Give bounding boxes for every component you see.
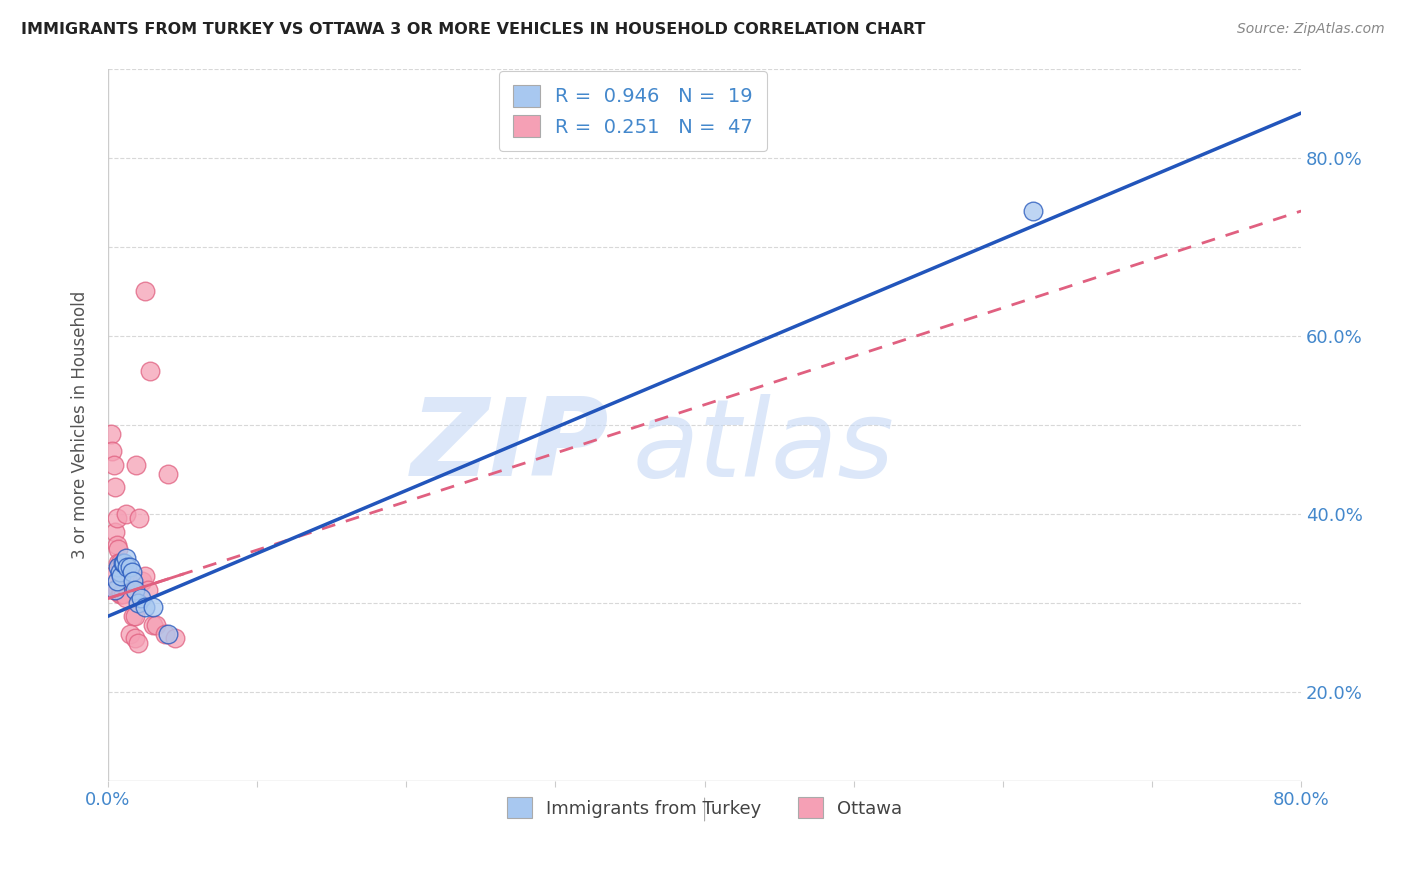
Text: IMMIGRANTS FROM TURKEY VS OTTAWA 3 OR MORE VEHICLES IN HOUSEHOLD CORRELATION CHA: IMMIGRANTS FROM TURKEY VS OTTAWA 3 OR MO…: [21, 22, 925, 37]
Point: [124, 582, 146, 597]
Point: [1021, 204, 1043, 219]
Point: [125, 458, 148, 472]
Point: [105, 511, 128, 525]
Point: [111, 587, 134, 601]
Point: [118, 569, 141, 583]
Point: [134, 600, 156, 615]
Point: [124, 609, 146, 624]
Point: [115, 591, 138, 606]
Point: [101, 444, 124, 458]
Point: [104, 524, 127, 539]
Point: [103, 458, 125, 472]
Point: [100, 426, 122, 441]
Point: [122, 574, 145, 588]
Point: [120, 569, 142, 583]
Point: [117, 569, 139, 583]
Point: [108, 556, 131, 570]
Point: [112, 556, 135, 570]
Point: [136, 582, 159, 597]
Point: [110, 587, 132, 601]
Point: [134, 284, 156, 298]
Point: [122, 609, 145, 624]
Point: [108, 587, 131, 601]
Point: [120, 560, 142, 574]
Text: ZIP: ZIP: [411, 393, 609, 500]
Point: [120, 627, 142, 641]
Point: [111, 574, 134, 588]
Text: Source: ZipAtlas.com: Source: ZipAtlas.com: [1237, 22, 1385, 37]
Point: [105, 574, 128, 588]
Point: [111, 582, 134, 597]
Point: [107, 556, 129, 570]
Point: [108, 560, 131, 574]
Point: [145, 618, 167, 632]
Point: [121, 578, 143, 592]
Point: [112, 574, 135, 588]
Point: [101, 569, 124, 583]
Point: [104, 480, 127, 494]
Point: [134, 569, 156, 583]
Point: [107, 542, 129, 557]
Point: [110, 574, 132, 588]
Point: [115, 507, 138, 521]
Point: [121, 565, 143, 579]
Legend: Immigrants from Turkey, Ottawa: Immigrants from Turkey, Ottawa: [499, 790, 910, 825]
Point: [124, 632, 146, 646]
Point: [103, 582, 125, 597]
Point: [131, 574, 153, 588]
Point: [104, 582, 127, 597]
Point: [104, 582, 127, 597]
Point: [127, 596, 149, 610]
Point: [110, 565, 132, 579]
Point: [111, 556, 134, 570]
Point: [156, 627, 179, 641]
Point: [117, 560, 139, 574]
Point: [156, 467, 179, 481]
Point: [142, 618, 165, 632]
Point: [107, 582, 129, 597]
Y-axis label: 3 or more Vehicles in Household: 3 or more Vehicles in Household: [72, 291, 89, 559]
Text: atlas: atlas: [633, 393, 894, 499]
Point: [165, 632, 187, 646]
Point: [108, 565, 131, 579]
Point: [153, 627, 176, 641]
Point: [128, 511, 150, 525]
Point: [110, 569, 132, 583]
Point: [139, 364, 162, 378]
Point: [107, 560, 129, 574]
Point: [127, 636, 149, 650]
Point: [105, 582, 128, 597]
Point: [105, 538, 128, 552]
Point: [129, 591, 152, 606]
Point: [115, 551, 138, 566]
Point: [142, 600, 165, 615]
